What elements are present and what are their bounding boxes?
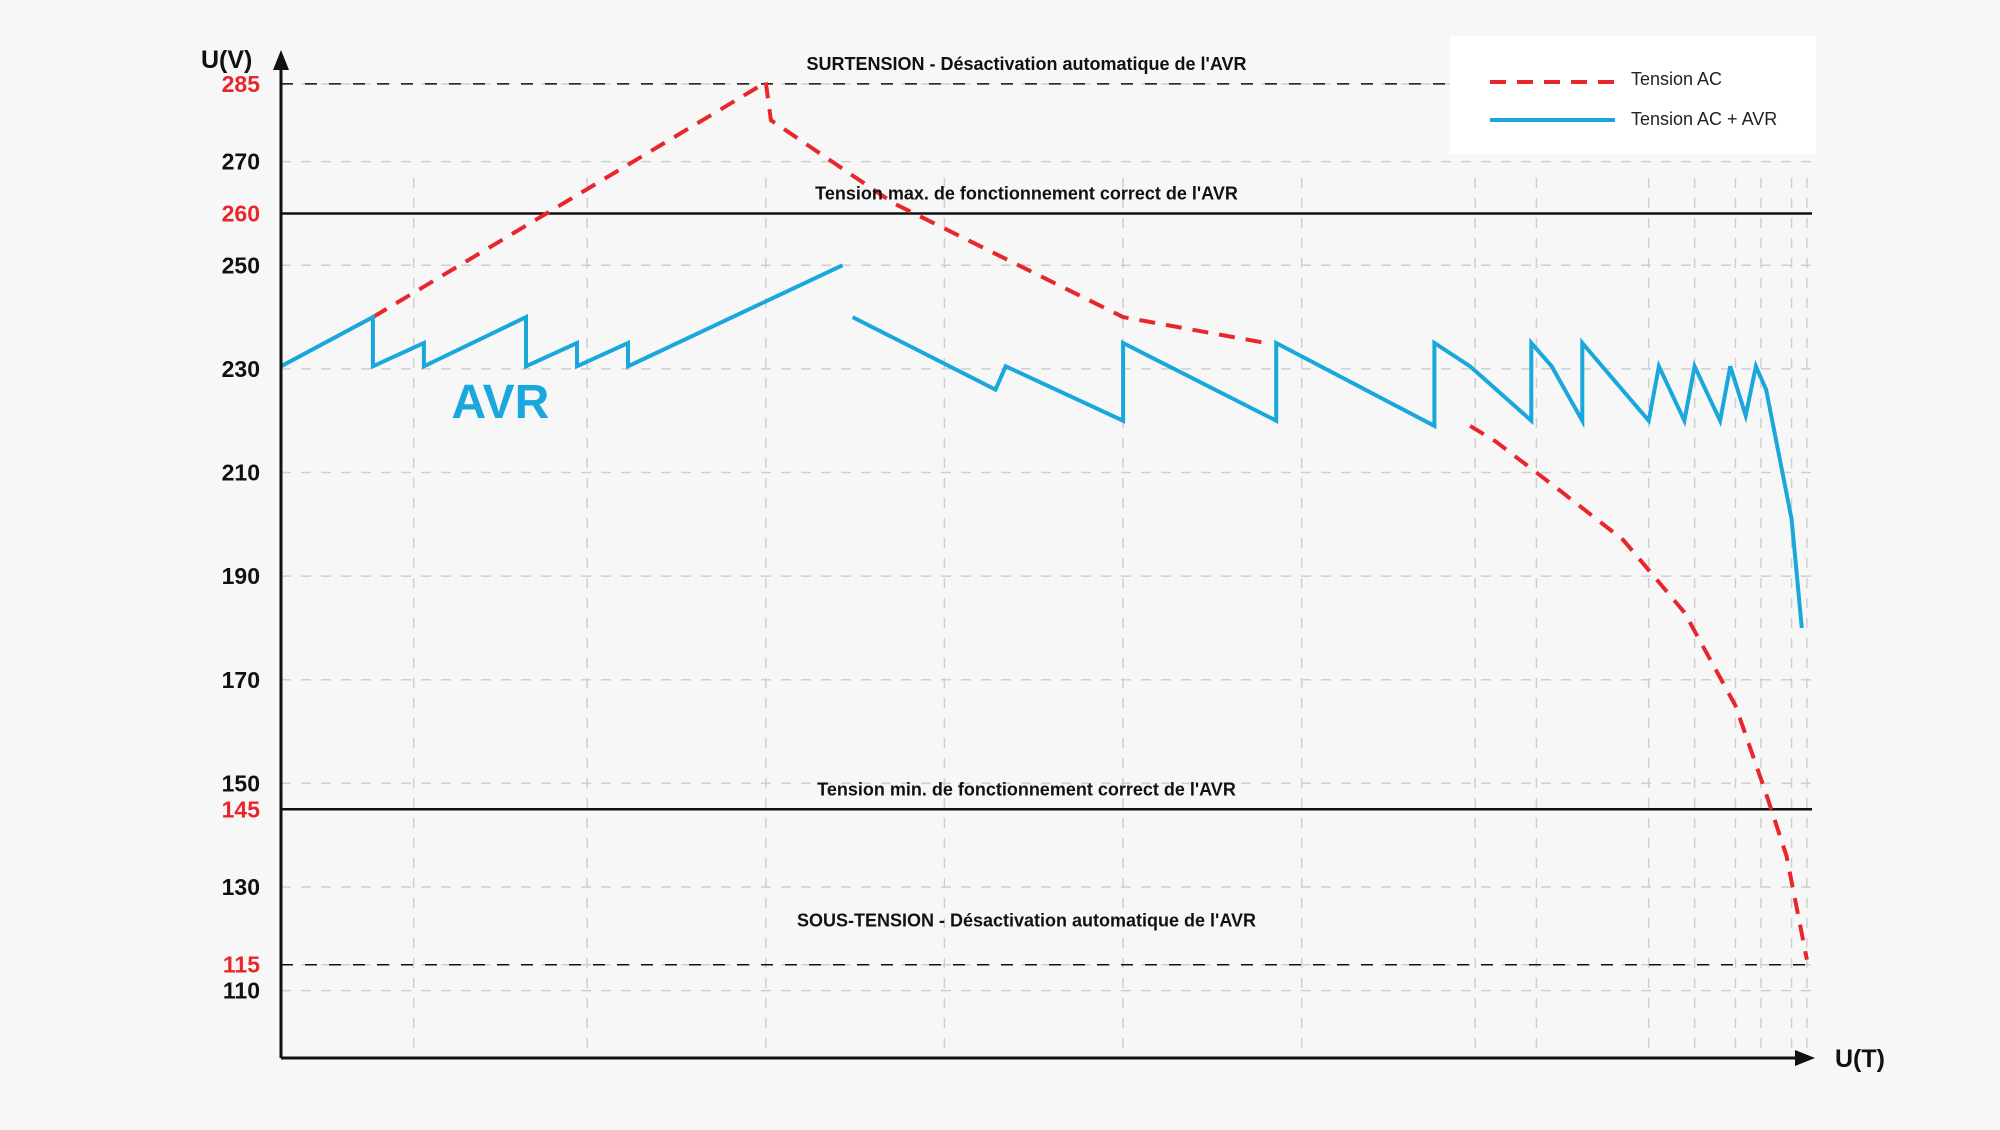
reference-label-115: SOUS-TENSION - Désactivation automatique… (797, 911, 1256, 931)
y-tick-label-250: 250 (222, 252, 260, 278)
y-tick-label-285: 285 (222, 71, 261, 97)
y-axis-title: U(V) (201, 46, 252, 74)
y-tick-label-170: 170 (222, 667, 260, 693)
reference-label-145: Tension min. de fonctionnement correct d… (817, 779, 1236, 799)
legend-label-tension-ac: Tension AC (1631, 69, 1722, 89)
reference-label-260: Tension max. de fonctionnement correct d… (815, 183, 1238, 203)
series-layer (280, 80, 1809, 960)
series-tension_ac_avr-segment-1 (280, 263, 844, 370)
annotation-layer: SURTENSION - Désactivation automatique d… (452, 54, 1256, 931)
y-tick-label-110: 110 (223, 978, 260, 1004)
reference-lines-layer (281, 83, 1812, 966)
y-tick-label-130: 130 (222, 874, 260, 900)
axes-layer: U(V) U(T) (201, 46, 1885, 1073)
y-tick-label-150: 150 (222, 770, 260, 796)
annotation-avr: AVR (452, 376, 550, 429)
legend-label-tension-ac-avr: Tension AC + AVR (1631, 109, 1777, 129)
series-tension_ac_avr-segment-2 (851, 315, 1804, 629)
series-tension_ac-segment-1 (371, 80, 767, 319)
y-tick-label-270: 270 (222, 149, 260, 175)
x-axis-arrow-icon (1795, 1050, 1815, 1066)
y-axis-arrow-icon (273, 50, 289, 70)
reference-label-285: SURTENSION - Désactivation automatique d… (806, 54, 1246, 74)
y-tick-label-260: 260 (222, 200, 260, 226)
legend-box (1450, 36, 1816, 154)
y-tick-label-190: 190 (222, 563, 260, 589)
series-tension_ac-segment-3 (1469, 424, 1809, 960)
y-tick-label-115: 115 (223, 952, 260, 978)
x-axis-title: U(T) (1835, 1045, 1885, 1073)
y-tick-label-145: 145 (222, 796, 261, 822)
y-tick-label-230: 230 (222, 356, 260, 382)
series-tension_ac-segment-2 (763, 82, 1267, 345)
y-tick-label-210: 210 (222, 460, 260, 486)
legend: Tension AC Tension AC + AVR (1450, 36, 1816, 154)
